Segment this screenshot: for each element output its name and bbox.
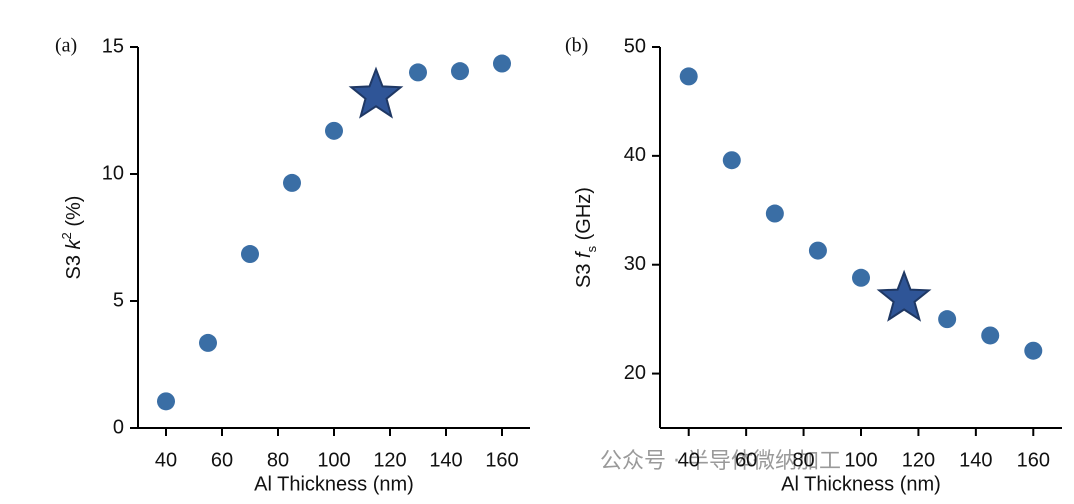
y-label-part: (GHz) — [573, 187, 595, 246]
y-tick-label: 20 — [624, 362, 646, 384]
y-tick-label: 50 — [624, 35, 646, 57]
y-axis-label: S3 fs (GHz) — [573, 187, 599, 288]
highlight-star — [876, 269, 932, 322]
y-tick-label: 15 — [102, 35, 124, 57]
point — [493, 54, 511, 73]
point — [451, 62, 469, 81]
x-tick-label: 120 — [902, 449, 935, 471]
y-tick-label: 5 — [113, 289, 124, 311]
highlight-star — [348, 66, 404, 119]
x-tick-label: 80 — [267, 449, 289, 471]
y-tick-label: 30 — [624, 253, 646, 275]
x-tick-label: 120 — [373, 449, 406, 471]
point — [938, 310, 957, 329]
x-tick-label: 100 — [844, 449, 877, 471]
x-tick-label: 100 — [317, 449, 350, 471]
panel-label: (b) — [565, 35, 588, 57]
y-label-part: S3 — [63, 249, 85, 279]
point — [199, 333, 217, 352]
x-tick-label: 40 — [155, 449, 177, 471]
panel-label: (a) — [55, 35, 77, 57]
x-tick-label: 60 — [735, 449, 757, 471]
x-axis-label: Al Thickness (nm) — [781, 473, 941, 495]
y-label-part: s — [584, 245, 599, 252]
point — [808, 241, 827, 260]
x-tick-label: 60 — [211, 449, 233, 471]
point — [1024, 341, 1043, 360]
x-tick-label: 140 — [959, 449, 992, 471]
x-tick-label: 160 — [1017, 449, 1050, 471]
x-axis-label: Al Thickness (nm) — [254, 473, 414, 495]
point — [409, 63, 427, 82]
point — [157, 392, 175, 411]
point — [679, 67, 698, 86]
point — [241, 245, 259, 264]
point — [722, 151, 741, 170]
y-tick-label: 10 — [102, 162, 124, 184]
y-axis-label: S3 k2 (%) — [59, 196, 85, 280]
x-tick-label: 160 — [485, 449, 518, 471]
point — [765, 204, 784, 223]
y-tick-label: 40 — [624, 144, 646, 166]
point — [981, 326, 1000, 345]
y-label-part: k — [63, 238, 85, 249]
watermark: 公众号 · 半导体微纳加工 — [600, 449, 841, 474]
point — [283, 173, 301, 192]
y-label-part: S3 — [573, 258, 595, 288]
x-tick-label: 40 — [678, 449, 700, 471]
x-tick-label: 140 — [429, 449, 462, 471]
y-label-part: (%) — [63, 196, 85, 233]
y-label-part: 2 — [59, 232, 74, 239]
y-label-part: f — [573, 250, 595, 258]
y-tick-label: 0 — [113, 416, 124, 438]
point — [325, 121, 343, 140]
point — [852, 268, 870, 287]
x-tick-label: 80 — [792, 449, 814, 471]
